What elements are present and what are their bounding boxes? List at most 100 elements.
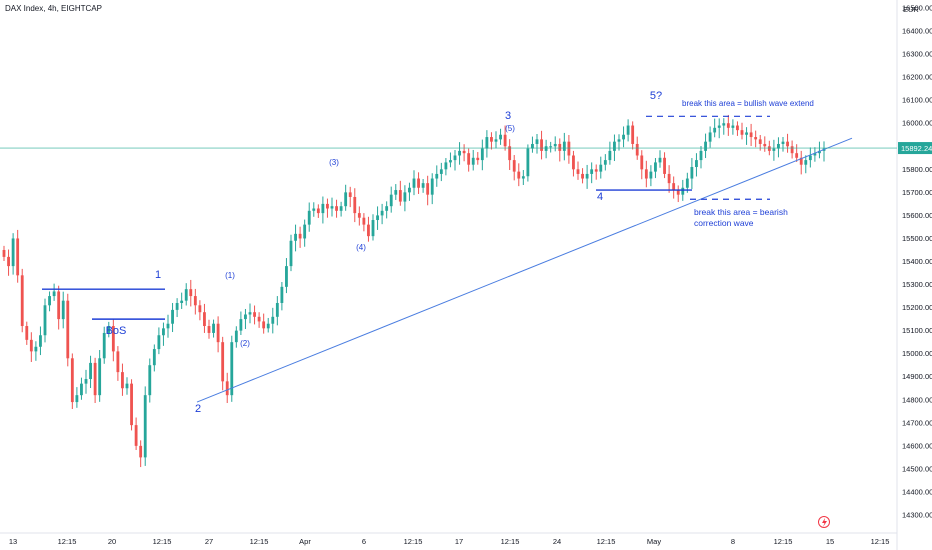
candle-body — [89, 362, 92, 380]
candle-body — [426, 183, 430, 195]
candle — [526, 144, 530, 182]
x-tick-label: 12:15 — [250, 537, 269, 546]
candle — [321, 196, 325, 224]
candle-body — [57, 291, 61, 320]
candle-body — [225, 381, 229, 396]
candle — [298, 226, 302, 248]
candle-body — [139, 445, 143, 458]
bearish-note-line2: correction wave — [694, 218, 754, 228]
candle-body — [385, 206, 389, 211]
candle-body — [763, 143, 767, 147]
x-tick-label: 12:15 — [58, 537, 77, 546]
candle — [348, 186, 352, 208]
candle-body — [330, 206, 334, 209]
candle — [16, 229, 20, 283]
candle — [139, 440, 143, 468]
candle-body — [303, 224, 307, 239]
candle — [622, 126, 625, 148]
y-tick-label: 15100.00 — [902, 326, 932, 335]
candle — [471, 149, 475, 171]
y-tick-label: 15000.00 — [902, 349, 932, 358]
price-axis[interactable]: EUR — [896, 0, 919, 550]
candle — [640, 150, 644, 180]
candle-body — [116, 351, 120, 373]
time-axis[interactable]: 13 12:15 20 12:15 27 12:15 Apr 6 12:15 17 12:15 24 1… — [0, 532, 897, 546]
candle — [781, 137, 785, 152]
candle — [535, 134, 539, 154]
candle-body — [11, 238, 15, 267]
candle-body — [357, 213, 361, 218]
candle-body — [271, 316, 275, 324]
lightning-icon — [818, 516, 830, 528]
candle-body — [681, 187, 685, 195]
candle-body — [708, 132, 712, 142]
candle-body — [553, 143, 557, 147]
y-tick-label: 14500.00 — [902, 464, 932, 473]
sub-wave-1-label: (1) — [225, 271, 235, 280]
x-tick-label: 17 — [455, 537, 463, 546]
x-tick-label: 12:15 — [501, 537, 520, 546]
candle-body — [93, 362, 97, 396]
candle-body — [289, 240, 293, 267]
candle-body — [353, 196, 357, 214]
candle-body — [494, 139, 498, 142]
candle — [244, 308, 247, 330]
candle-body — [467, 153, 471, 165]
candle — [371, 214, 375, 241]
candle — [125, 377, 129, 395]
wave-3-label: 3 — [505, 110, 511, 122]
candle-body — [398, 190, 402, 202]
candle-body — [562, 141, 566, 151]
candle — [672, 176, 676, 199]
candle — [808, 147, 812, 168]
candle-body — [544, 146, 548, 151]
candle — [654, 158, 657, 179]
candle — [303, 219, 307, 247]
candle-body — [676, 190, 680, 195]
candle — [253, 305, 256, 325]
candle — [799, 150, 803, 175]
candle-body — [70, 358, 74, 403]
y-tick-label: 16400.00 — [902, 27, 932, 36]
candle-body — [48, 296, 51, 306]
candle-body — [449, 160, 452, 163]
candle-body — [590, 169, 594, 174]
candle-body — [439, 169, 443, 174]
candle-body — [125, 383, 129, 389]
candle-body — [635, 143, 639, 156]
candle-body — [640, 155, 644, 170]
candle — [786, 133, 789, 153]
candle-body — [102, 332, 106, 359]
candle — [130, 379, 133, 431]
y-tick-label: 15700.00 — [902, 188, 932, 197]
candle-body — [512, 160, 516, 172]
candle — [722, 118, 726, 135]
y-tick-label: 15800.00 — [902, 165, 932, 174]
candle — [357, 206, 361, 226]
candle — [184, 283, 188, 306]
candle-body — [29, 339, 33, 352]
candle — [439, 162, 443, 182]
candle — [736, 121, 739, 136]
candle — [225, 372, 229, 403]
candle-body — [585, 173, 589, 179]
candle-body — [626, 125, 630, 135]
candle — [175, 298, 179, 318]
x-tick-label: 8 — [731, 537, 735, 546]
candle — [98, 349, 102, 402]
y-tick-label: 16300.00 — [902, 50, 932, 59]
candle-body — [412, 178, 416, 188]
candle-body — [348, 192, 352, 197]
candle-body — [745, 132, 748, 135]
candle — [626, 119, 630, 142]
candle — [663, 152, 666, 179]
candle-body — [777, 143, 780, 149]
candle — [111, 318, 115, 362]
candle-body — [567, 141, 571, 156]
candle — [531, 136, 534, 153]
candle-body — [471, 157, 475, 165]
candle — [521, 170, 525, 185]
candle-body — [503, 134, 507, 147]
candle-body — [316, 208, 320, 214]
